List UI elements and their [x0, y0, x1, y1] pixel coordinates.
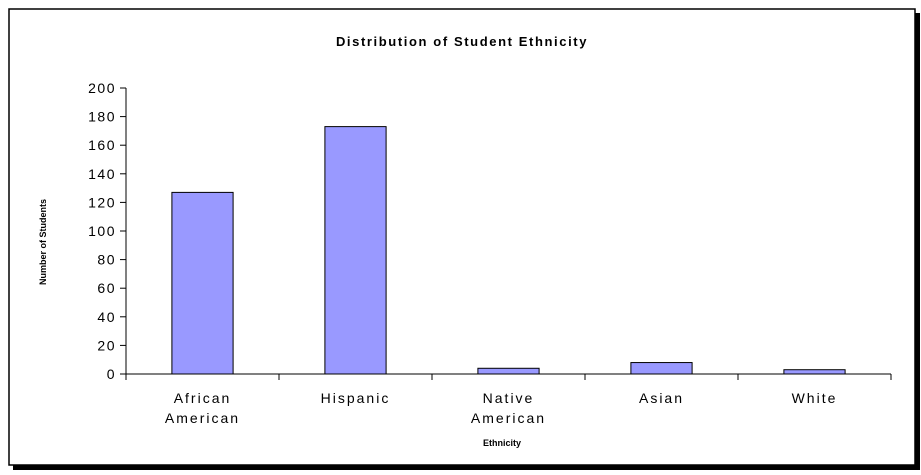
bar-3 — [630, 362, 693, 375]
y-tick-label: 20 — [97, 337, 116, 353]
y-tick-label: 40 — [97, 309, 116, 325]
y-tick-label: 0 — [107, 366, 116, 382]
plot-area: 0 20 40 60 80 100 120 140 160 180 200 African Americ… — [88, 80, 892, 426]
bar-2 — [477, 367, 540, 375]
x-tick-label: American — [165, 410, 240, 426]
y-tick-label: 60 — [97, 280, 116, 296]
y-axis-label: Number of Students — [38, 199, 48, 285]
x-tick-label: Native — [483, 390, 535, 406]
y-tick-label: 120 — [88, 194, 116, 210]
bar-0 — [171, 191, 234, 375]
x-tick-label: American — [471, 410, 546, 426]
chart-frame-border — [8, 8, 916, 466]
x-tick-label: White — [792, 390, 838, 406]
y-tick-label: 180 — [88, 109, 116, 125]
y-tick-label: 160 — [88, 137, 116, 153]
bar-1 — [324, 126, 387, 375]
bar-4 — [783, 369, 846, 375]
y-tick-label: 200 — [88, 80, 116, 96]
x-tick-label: Hispanic — [321, 390, 391, 406]
y-tick-label: 140 — [88, 166, 116, 182]
y-tick-label: 100 — [88, 223, 116, 239]
y-tick-label: 80 — [97, 252, 116, 268]
chart-title: Distribution of Student Ethnicity — [336, 34, 588, 49]
x-tick-label: African — [174, 390, 232, 406]
x-tick-label: Asian — [639, 390, 684, 406]
x-axis-label: Ethnicity — [483, 438, 521, 448]
